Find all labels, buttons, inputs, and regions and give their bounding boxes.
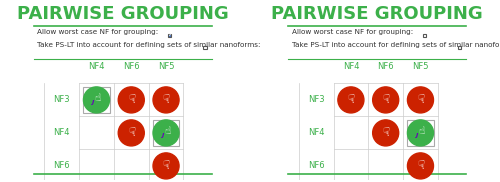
Circle shape bbox=[153, 120, 179, 146]
Text: ☝: ☝ bbox=[94, 94, 101, 104]
Text: J: J bbox=[161, 132, 163, 138]
Text: ☟: ☟ bbox=[382, 93, 389, 106]
Text: PAIRWISE GROUPING: PAIRWISE GROUPING bbox=[272, 5, 483, 23]
Text: NF5: NF5 bbox=[412, 62, 428, 71]
Circle shape bbox=[408, 120, 434, 146]
Text: ☟: ☟ bbox=[162, 93, 170, 106]
Text: NF3: NF3 bbox=[308, 95, 324, 104]
Text: ☝: ☝ bbox=[418, 126, 425, 136]
Text: Allow worst case NF for grouping:: Allow worst case NF for grouping: bbox=[37, 29, 158, 35]
Text: NF3: NF3 bbox=[54, 95, 70, 104]
Text: ☟: ☟ bbox=[128, 93, 135, 106]
Text: ☟: ☟ bbox=[382, 126, 389, 139]
Text: ✓: ✓ bbox=[168, 33, 172, 38]
Text: Take PS-LT into account for defining sets of similar nanoforms:: Take PS-LT into account for defining set… bbox=[292, 42, 500, 48]
FancyBboxPatch shape bbox=[204, 46, 206, 49]
Text: NF4: NF4 bbox=[308, 128, 324, 137]
Circle shape bbox=[153, 153, 179, 179]
Text: ☟: ☟ bbox=[128, 126, 135, 139]
Circle shape bbox=[118, 120, 144, 146]
Text: NF6: NF6 bbox=[378, 62, 394, 71]
Text: NF6: NF6 bbox=[54, 161, 70, 170]
Text: Take PS-LT into account for defining sets of similar nanoforms:: Take PS-LT into account for defining set… bbox=[37, 42, 260, 48]
FancyBboxPatch shape bbox=[168, 33, 172, 37]
Circle shape bbox=[153, 87, 179, 113]
FancyBboxPatch shape bbox=[422, 33, 426, 37]
Text: NF5: NF5 bbox=[158, 62, 174, 71]
Text: NF6: NF6 bbox=[123, 62, 140, 71]
Text: NF4: NF4 bbox=[342, 62, 359, 71]
Text: NF6: NF6 bbox=[308, 161, 324, 170]
Text: ☟: ☟ bbox=[348, 93, 354, 106]
Text: Allow worst case NF for grouping:: Allow worst case NF for grouping: bbox=[292, 29, 413, 35]
Text: NF4: NF4 bbox=[54, 128, 70, 137]
Circle shape bbox=[118, 87, 144, 113]
Circle shape bbox=[408, 153, 434, 179]
Text: J: J bbox=[415, 132, 418, 138]
Text: PAIRWISE GROUPING: PAIRWISE GROUPING bbox=[17, 5, 229, 23]
Circle shape bbox=[84, 87, 110, 113]
Circle shape bbox=[408, 87, 434, 113]
Text: ☝: ☝ bbox=[164, 126, 170, 136]
FancyBboxPatch shape bbox=[458, 46, 461, 49]
Text: ☟: ☟ bbox=[162, 159, 170, 172]
Circle shape bbox=[338, 87, 364, 113]
Circle shape bbox=[372, 87, 398, 113]
Text: ☟: ☟ bbox=[417, 159, 424, 172]
Circle shape bbox=[372, 120, 398, 146]
Text: ☟: ☟ bbox=[417, 93, 424, 106]
Text: J: J bbox=[91, 100, 94, 104]
Text: NF4: NF4 bbox=[88, 62, 104, 71]
